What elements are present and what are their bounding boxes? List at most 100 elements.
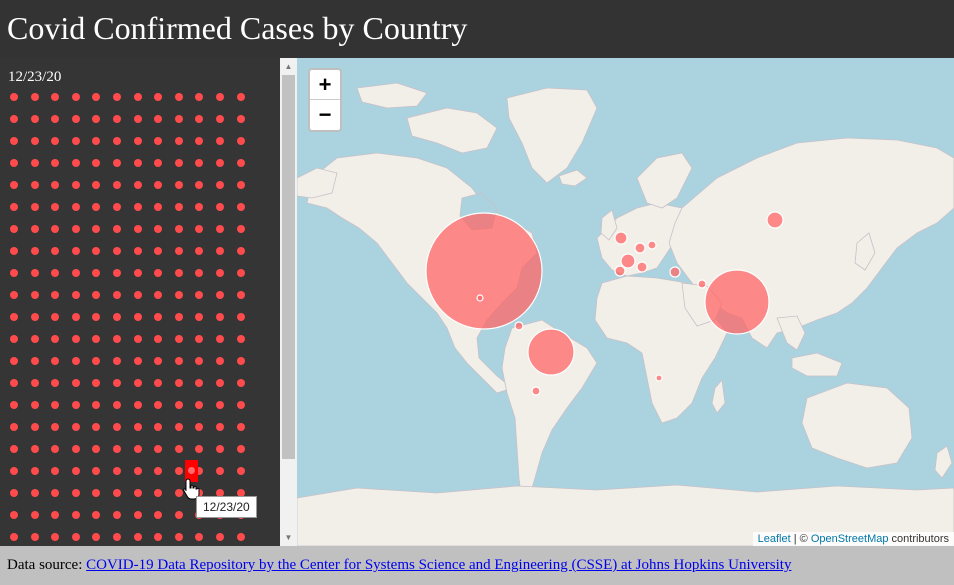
- date-dot[interactable]: [51, 247, 60, 255]
- date-dot[interactable]: [174, 225, 183, 233]
- date-dot[interactable]: [71, 489, 80, 497]
- date-dot[interactable]: [216, 423, 224, 431]
- date-dot[interactable]: [133, 181, 142, 189]
- date-dot[interactable]: [133, 269, 142, 277]
- date-dot[interactable]: [51, 93, 60, 101]
- date-dot[interactable]: [30, 93, 39, 101]
- date-dot[interactable]: [195, 467, 204, 475]
- date-dot[interactable]: [92, 203, 101, 211]
- date-dot[interactable]: [71, 291, 80, 299]
- date-dot[interactable]: [195, 159, 204, 167]
- date-dot[interactable]: [174, 159, 183, 167]
- date-dot[interactable]: [71, 467, 80, 475]
- date-dot[interactable]: [216, 181, 224, 189]
- date-dot[interactable]: [113, 467, 121, 475]
- date-dot[interactable]: [71, 137, 80, 145]
- date-dot[interactable]: [30, 335, 39, 343]
- date-dot[interactable]: [236, 115, 245, 123]
- date-dot[interactable]: [113, 511, 121, 519]
- date-dot[interactable]: [216, 159, 224, 167]
- date-dot[interactable]: [30, 533, 39, 541]
- date-dot[interactable]: [195, 313, 204, 321]
- sidebar-scrollbar[interactable]: ▲ ▼: [280, 58, 297, 546]
- date-dot[interactable]: [154, 225, 163, 233]
- date-dot[interactable]: [133, 115, 142, 123]
- date-dot[interactable]: [92, 115, 101, 123]
- date-dot[interactable]: [174, 489, 183, 497]
- date-dot[interactable]: [71, 247, 80, 255]
- date-dot[interactable]: [71, 181, 80, 189]
- date-dot[interactable]: [174, 93, 183, 101]
- date-dot[interactable]: [30, 511, 39, 519]
- date-dot[interactable]: [216, 247, 224, 255]
- date-dot[interactable]: [71, 357, 80, 365]
- date-dot[interactable]: [133, 357, 142, 365]
- date-dot[interactable]: [154, 313, 163, 321]
- date-dot[interactable]: [113, 137, 121, 145]
- date-dot[interactable]: [236, 269, 245, 277]
- date-dot[interactable]: [195, 423, 204, 431]
- date-dot[interactable]: [133, 489, 142, 497]
- date-dot[interactable]: [195, 533, 204, 541]
- date-dot[interactable]: [51, 291, 60, 299]
- date-dot[interactable]: [10, 533, 18, 541]
- date-dot[interactable]: [92, 401, 101, 409]
- date-dot[interactable]: [195, 269, 204, 277]
- date-dot[interactable]: [154, 445, 163, 453]
- date-dot[interactable]: [133, 445, 142, 453]
- date-dot[interactable]: [154, 247, 163, 255]
- date-dot[interactable]: [133, 93, 142, 101]
- date-dot[interactable]: [236, 203, 245, 211]
- date-dot[interactable]: [154, 467, 163, 475]
- date-dot[interactable]: [92, 313, 101, 321]
- date-dot[interactable]: [10, 137, 18, 145]
- date-dot[interactable]: [10, 423, 18, 431]
- date-dot[interactable]: [71, 313, 80, 321]
- date-dot[interactable]: [92, 93, 101, 101]
- date-dot[interactable]: [236, 357, 245, 365]
- date-dot[interactable]: [133, 379, 142, 387]
- date-dot[interactable]: [51, 467, 60, 475]
- date-dot[interactable]: [10, 313, 18, 321]
- date-dot[interactable]: [30, 247, 39, 255]
- date-dot[interactable]: [174, 423, 183, 431]
- date-dot[interactable]: [113, 379, 121, 387]
- date-dot[interactable]: [133, 335, 142, 343]
- date-dot[interactable]: [10, 335, 18, 343]
- date-dot[interactable]: [113, 93, 121, 101]
- date-dot[interactable]: [236, 291, 245, 299]
- data-source-link[interactable]: COVID-19 Data Repository by the Center f…: [86, 557, 792, 573]
- date-dot[interactable]: [216, 137, 224, 145]
- date-dot[interactable]: [10, 159, 18, 167]
- date-dot[interactable]: [174, 467, 183, 475]
- date-dot[interactable]: [30, 467, 39, 475]
- date-dot[interactable]: [51, 137, 60, 145]
- date-dot[interactable]: [113, 181, 121, 189]
- date-dot[interactable]: [30, 489, 39, 497]
- date-dot[interactable]: [216, 533, 224, 541]
- date-dot[interactable]: [51, 115, 60, 123]
- date-dot[interactable]: [133, 159, 142, 167]
- date-dot[interactable]: [71, 511, 80, 519]
- date-dot[interactable]: [30, 269, 39, 277]
- date-dot[interactable]: [236, 335, 245, 343]
- date-dot[interactable]: [195, 357, 204, 365]
- date-dot[interactable]: [51, 357, 60, 365]
- date-dot[interactable]: [30, 203, 39, 211]
- date-dot[interactable]: [216, 269, 224, 277]
- date-dot[interactable]: [51, 313, 60, 321]
- date-dot[interactable]: [10, 489, 18, 497]
- date-dot[interactable]: [51, 379, 60, 387]
- date-dot[interactable]: [10, 467, 18, 475]
- leaflet-link[interactable]: Leaflet: [757, 533, 791, 545]
- date-dot[interactable]: [51, 445, 60, 453]
- date-dot[interactable]: [113, 247, 121, 255]
- date-dot[interactable]: [71, 401, 80, 409]
- date-dot[interactable]: [154, 489, 163, 497]
- date-dot[interactable]: [10, 269, 18, 277]
- date-dot[interactable]: [216, 203, 224, 211]
- date-dot[interactable]: [92, 489, 101, 497]
- date-dot[interactable]: [174, 181, 183, 189]
- date-dot[interactable]: [51, 335, 60, 343]
- date-dot[interactable]: [10, 445, 18, 453]
